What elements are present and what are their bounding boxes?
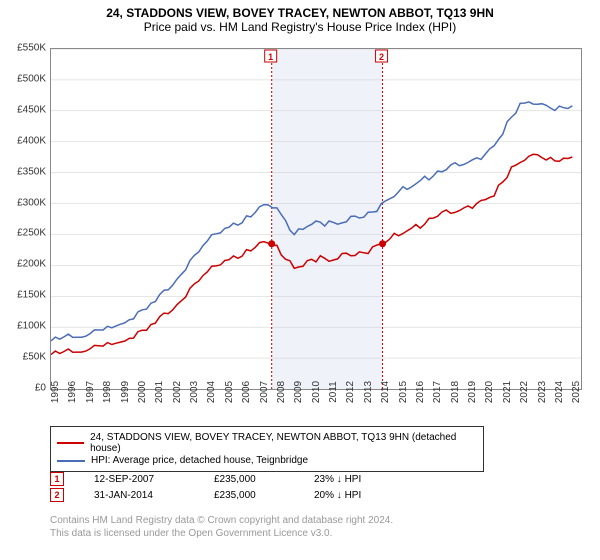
legend-item: 24, STADDONS VIEW, BOVEY TRACEY, NEWTON … (57, 432, 477, 454)
footer-attribution: Contains HM Land Registry data © Crown c… (50, 514, 393, 540)
y-axis-tick-label: £100K (17, 321, 46, 332)
transaction-date: 12-SEP-2007 (94, 474, 184, 485)
chart-title: 24, STADDONS VIEW, BOVEY TRACEY, NEWTON … (0, 0, 600, 20)
x-axis-tick-label: 2015 (398, 381, 409, 403)
x-axis-tick-label: 2017 (432, 381, 443, 403)
x-axis-tick-label: 1995 (50, 381, 61, 403)
transaction-pct: 23% ↓ HPI (314, 474, 361, 485)
transaction-pct: 20% ↓ HPI (314, 490, 361, 501)
y-axis-tick-label: £150K (17, 290, 46, 301)
legend-label: 24, STADDONS VIEW, BOVEY TRACEY, NEWTON … (90, 432, 477, 454)
chart-container: 24, STADDONS VIEW, BOVEY TRACEY, NEWTON … (0, 0, 600, 560)
transaction-row: 1 12-SEP-2007 £235,000 23% ↓ HPI (50, 472, 361, 486)
x-axis-tick-label: 2023 (537, 381, 548, 403)
y-axis-tick-label: £50K (23, 352, 46, 363)
x-axis-tick-label: 1999 (120, 381, 131, 403)
x-axis-tick-label: 2014 (380, 381, 391, 403)
x-axis-tick-label: 2011 (328, 381, 339, 403)
footer-line1: Contains HM Land Registry data © Crown c… (50, 514, 393, 527)
x-axis-tick-label: 2025 (571, 381, 582, 403)
x-axis-tick-label: 2005 (224, 381, 235, 403)
transaction-point (268, 240, 275, 247)
footer-line2: This data is licensed under the Open Gov… (50, 527, 393, 540)
x-axis-tick-label: 2001 (154, 381, 165, 403)
y-axis-tick-label: £450K (17, 104, 46, 115)
y-axis-tick-label: £300K (17, 197, 46, 208)
transactions-table: 1 12-SEP-2007 £235,000 23% ↓ HPI 2 31-JA… (50, 470, 361, 504)
x-axis-tick-label: 2004 (206, 381, 217, 403)
y-axis-tick-label: £500K (17, 73, 46, 84)
transaction-row-number: 1 (50, 472, 64, 486)
x-axis-tick-label: 2006 (241, 381, 252, 403)
y-axis-tick-label: £400K (17, 135, 46, 146)
y-axis-tick-label: £0 (35, 383, 46, 394)
transaction-price: £235,000 (214, 490, 284, 501)
legend: 24, STADDONS VIEW, BOVEY TRACEY, NEWTON … (50, 426, 484, 472)
transaction-date: 31-JAN-2014 (94, 490, 184, 501)
x-axis-tick-label: 2010 (311, 381, 322, 403)
transaction-row-number: 2 (50, 488, 64, 502)
transaction-point (379, 240, 386, 247)
legend-label: HPI: Average price, detached house, Teig… (91, 455, 308, 466)
shaded-region (272, 49, 383, 389)
y-axis-tick-label: £200K (17, 259, 46, 270)
x-axis-tick-label: 2019 (467, 381, 478, 403)
x-axis-tick-label: 1998 (102, 381, 113, 403)
x-axis-tick-label: 2022 (519, 381, 530, 403)
x-axis-tick-label: 2000 (137, 381, 148, 403)
chart-svg: 12 (51, 49, 581, 389)
legend-item: HPI: Average price, detached house, Teig… (57, 455, 477, 466)
plot-area: 12 (50, 48, 582, 390)
y-axis-tick-label: £350K (17, 166, 46, 177)
x-axis-tick-label: 2016 (415, 381, 426, 403)
y-axis-tick-label: £550K (17, 43, 46, 54)
chart-subtitle: Price paid vs. HM Land Registry's House … (0, 20, 600, 38)
transaction-row: 2 31-JAN-2014 £235,000 20% ↓ HPI (50, 488, 361, 502)
transaction-price: £235,000 (214, 474, 284, 485)
x-axis-tick-label: 2013 (363, 381, 374, 403)
x-axis-tick-label: 2009 (293, 381, 304, 403)
x-axis-tick-label: 2007 (259, 381, 270, 403)
x-axis-tick-label: 2024 (554, 381, 565, 403)
x-axis-tick-label: 2008 (276, 381, 287, 403)
y-axis-tick-label: £250K (17, 228, 46, 239)
x-axis-tick-label: 2021 (502, 381, 513, 403)
x-axis-tick-label: 2002 (172, 381, 183, 403)
x-axis-tick-label: 1997 (85, 381, 96, 403)
legend-swatch (57, 442, 84, 444)
x-axis-tick-label: 2003 (189, 381, 200, 403)
x-axis-tick-label: 1996 (67, 381, 78, 403)
x-axis-tick-label: 2018 (450, 381, 461, 403)
transaction-number: 1 (268, 52, 273, 62)
transaction-number: 2 (379, 52, 384, 62)
legend-swatch (57, 460, 85, 462)
x-axis-tick-label: 2020 (484, 381, 495, 403)
x-axis-tick-label: 2012 (345, 381, 356, 403)
